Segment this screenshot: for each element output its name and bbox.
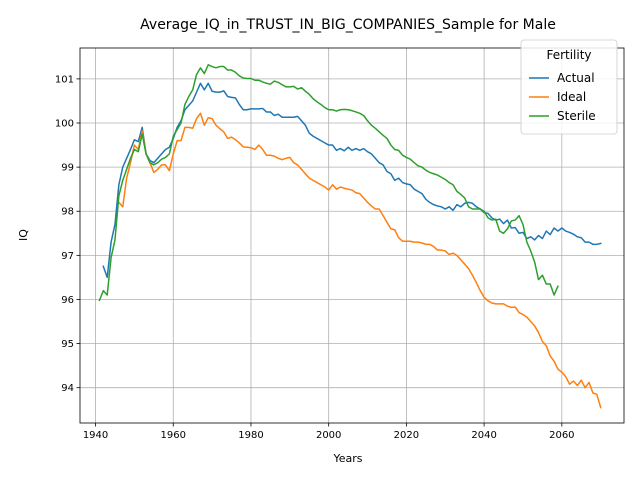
- y-tick-label: 94: [61, 383, 74, 394]
- series-line-actual: [102, 82, 602, 279]
- legend: Fertility Actual Ideal Sterile: [520, 39, 618, 135]
- y-tick-label: 99: [61, 163, 74, 174]
- legend-title: Fertility: [546, 48, 591, 62]
- y-tick-label: 101: [55, 74, 74, 85]
- x-axis-ticks: 1940 1960 1980 2000 2020 2040 2060: [83, 423, 575, 441]
- y-tick-label: 100: [55, 119, 74, 130]
- x-tick-label: 2060: [549, 430, 574, 441]
- grid: [80, 48, 624, 423]
- y-axis-label: IQ: [17, 229, 30, 241]
- y-axis-ticks: 94 95 96 97 98 99 100 101: [55, 74, 80, 394]
- chart-title: Average_IQ_in_TRUST_IN_BIG_COMPANIES_Sam…: [140, 17, 556, 33]
- legend-box: [520, 39, 618, 135]
- y-tick-label: 98: [61, 207, 74, 218]
- x-tick-label: 2020: [394, 430, 419, 441]
- x-axis-label: Years: [332, 452, 362, 465]
- x-tick-label: 2000: [316, 430, 341, 441]
- y-tick-label: 96: [61, 295, 74, 306]
- x-tick-label: 1980: [238, 430, 263, 441]
- y-tick-label: 95: [61, 339, 74, 350]
- plot-frame: [79, 47, 625, 424]
- x-tick-label: 2040: [471, 430, 496, 441]
- legend-label-actual: Actual: [557, 71, 595, 85]
- series-lines: [98, 64, 602, 409]
- legend-label-sterile: Sterile: [557, 109, 596, 123]
- x-tick-label: 1960: [161, 430, 186, 441]
- series-line-sterile: [98, 64, 559, 302]
- x-tick-label: 1940: [83, 430, 108, 441]
- series-line-ideal: [117, 112, 602, 409]
- legend-label-ideal: Ideal: [557, 90, 586, 104]
- y-tick-label: 97: [61, 251, 74, 262]
